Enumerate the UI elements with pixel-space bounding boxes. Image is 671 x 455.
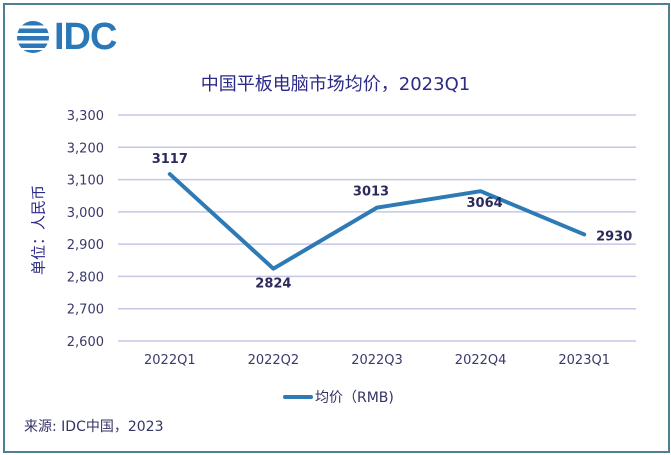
logo-text: IDC <box>54 16 117 58</box>
y-tick-label: 2,600 <box>67 335 104 350</box>
data-label: 2824 <box>255 277 291 292</box>
y-tick-label: 3,100 <box>67 174 104 189</box>
data-labels: 3117 2824 3013 3064 2930 <box>152 152 633 292</box>
x-axis-ticks: 2022Q1 2022Q2 2022Q3 2022Q4 2023Q1 <box>144 353 610 368</box>
y-tick-label: 3,000 <box>67 206 104 221</box>
series-line-avg-price <box>167 172 587 271</box>
x-tick-label: 2022Q4 <box>455 353 507 368</box>
globe-icon <box>17 21 49 53</box>
legend: 均价（RMB) <box>283 387 394 407</box>
gridlines <box>118 114 636 342</box>
y-tick-label: 3,200 <box>67 141 104 156</box>
legend-line-swatch <box>283 395 313 399</box>
x-tick-label: 2022Q1 <box>144 353 196 368</box>
y-tick-label: 2,800 <box>67 270 104 285</box>
data-label: 3117 <box>152 152 188 167</box>
data-label: 3013 <box>353 185 389 200</box>
x-tick-label: 2022Q3 <box>351 353 403 368</box>
data-label: 2930 <box>596 229 632 244</box>
idc-logo: IDC <box>16 16 117 58</box>
y-tick-label: 3,300 <box>67 109 104 124</box>
data-label: 3064 <box>467 196 503 211</box>
legend-label: 均价（RMB) <box>315 390 394 406</box>
y-tick-label: 2,700 <box>67 303 104 318</box>
y-tick-label: 2,900 <box>67 238 104 253</box>
x-tick-label: 2023Q1 <box>558 353 610 368</box>
chart-frame <box>3 3 670 453</box>
x-tick-label: 2022Q2 <box>248 353 300 368</box>
y-axis-ticks: 2,600 2,700 2,800 2,900 3,000 3,100 3,200 3,300 <box>67 109 104 350</box>
source-note: 来源: IDC中国，2023 <box>24 419 164 435</box>
chart-title: 中国平板电脑市场均价，2023Q1 <box>200 74 471 95</box>
